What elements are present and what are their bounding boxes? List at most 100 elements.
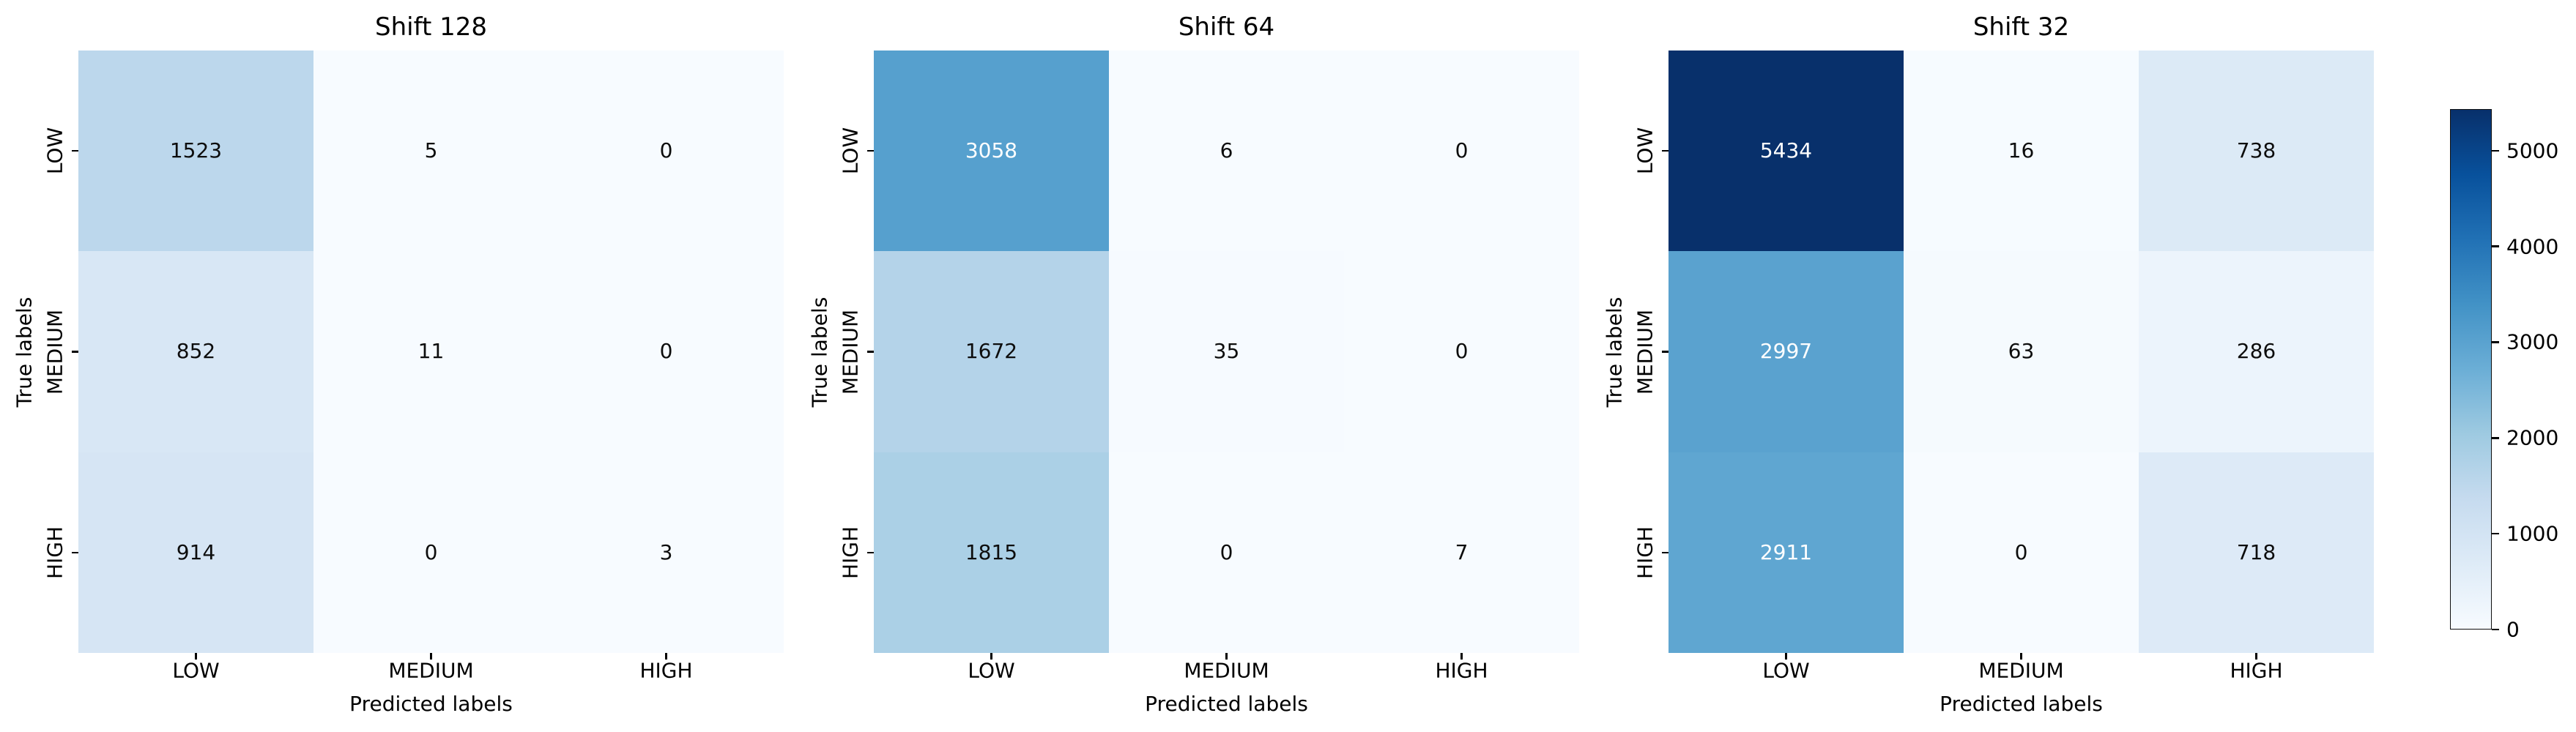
y-tick-mark (867, 551, 874, 554)
x-tick-label: LOW (968, 658, 1015, 683)
x-tick-label: HIGH (1435, 658, 1488, 683)
heatmap-cell: 914 (78, 452, 313, 653)
colorbar-tick-mark (2492, 532, 2499, 535)
x-tick-label: LOW (1762, 658, 1810, 683)
x-tick-mark (1460, 653, 1463, 660)
heatmap-cell: 852 (78, 251, 313, 452)
cell-value: 914 (176, 539, 216, 564)
heatmap-cell: 3 (549, 452, 784, 653)
x-tick-mark (990, 653, 992, 660)
heatmap: 1523 5 0 852 11 0 914 0 3 (78, 51, 784, 653)
panel-title: Shift 128 (375, 12, 487, 42)
cell-value: 1815 (965, 539, 1018, 564)
cell-value: 7 (1455, 539, 1469, 564)
cell-value: 3 (659, 539, 673, 564)
heatmap-cell: 16 (1904, 51, 2139, 252)
cell-value: 0 (2014, 539, 2028, 564)
cell-value: 35 (1213, 339, 1240, 364)
x-tick-mark (1225, 653, 1228, 660)
heatmap-cell: 0 (1344, 51, 1579, 252)
x-axis-label: Predicted labels (349, 692, 513, 716)
x-tick-label: MEDIUM (1978, 658, 2064, 683)
heatmap-cell: 2911 (1669, 452, 1904, 653)
cell-value: 852 (176, 339, 216, 364)
x-tick-mark (1785, 653, 1787, 660)
cell-value: 0 (659, 138, 673, 163)
cell-value: 3058 (965, 138, 1018, 163)
heatmap-cell: 0 (549, 51, 784, 252)
heatmap-cell: 1672 (874, 251, 1109, 452)
heatmap: 5434 16 738 2997 63 286 2911 0 718 (1669, 51, 2374, 653)
x-tick-mark (195, 653, 197, 660)
heatmap-cell: 0 (549, 251, 784, 452)
x-tick-mark (430, 653, 432, 660)
y-tick-mark (867, 351, 874, 353)
y-tick-label: LOW (1633, 127, 1658, 175)
heatmap-cell: 286 (2139, 251, 2374, 452)
cell-value: 11 (417, 339, 445, 364)
heatmap-cell: 1815 (874, 452, 1109, 653)
heatmap: 3058 6 0 1672 35 0 1815 0 7 (874, 51, 1579, 653)
y-tick-mark (1662, 351, 1669, 353)
colorbar-tick-mark (2492, 628, 2499, 631)
heatmap-cell: 0 (1344, 251, 1579, 452)
heatmap-cell: 63 (1904, 251, 2139, 452)
y-tick-mark (1662, 551, 1669, 554)
colorbar-tick-label: 2000 (2506, 425, 2559, 450)
cell-value: 0 (424, 539, 438, 564)
colorbar-tick-label: 3000 (2506, 329, 2559, 354)
y-tick-mark (72, 149, 78, 152)
y-tick-label: MEDIUM (1633, 309, 1658, 395)
cell-value: 0 (659, 339, 673, 364)
cell-value: 0 (1220, 539, 1233, 564)
x-tick-mark (665, 653, 667, 660)
heatmap-cell: 738 (2139, 51, 2374, 252)
heatmap-cell: 1523 (78, 51, 313, 252)
heatmap-cell: 35 (1109, 251, 1344, 452)
x-tick-label: LOW (172, 658, 220, 683)
panel-title: Shift 64 (1178, 12, 1275, 42)
cell-value: 286 (2236, 339, 2276, 364)
cell-value: 2997 (1759, 339, 1813, 364)
cell-value: 738 (2236, 138, 2276, 163)
colorbar-tick-mark (2492, 341, 2499, 343)
x-tick-label: MEDIUM (388, 658, 474, 683)
heatmap-cell: 7 (1344, 452, 1579, 653)
x-tick-mark (2255, 653, 2257, 660)
heatmap-cell: 2997 (1669, 251, 1904, 452)
y-tick-mark (867, 149, 874, 152)
cell-value: 2911 (1759, 539, 1813, 564)
x-tick-label: HIGH (2230, 658, 2283, 683)
x-tick-label: MEDIUM (1184, 658, 1269, 683)
panel-title: Shift 32 (1972, 12, 2070, 42)
cell-value: 5 (424, 138, 438, 163)
colorbar-tick-label: 5000 (2506, 138, 2559, 163)
y-axis-label: True labels (1602, 296, 1627, 407)
heatmap-cell: 718 (2139, 452, 2374, 653)
cell-value: 63 (2008, 339, 2035, 364)
heatmap-cell: 0 (313, 452, 549, 653)
cell-value: 1672 (965, 339, 1018, 364)
cell-value: 0 (1455, 138, 1469, 163)
heatmap-cell: 5 (313, 51, 549, 252)
heatmap-cell: 3058 (874, 51, 1109, 252)
heatmap-cell: 5434 (1669, 51, 1904, 252)
y-tick-mark (72, 351, 78, 353)
cell-value: 5434 (1759, 138, 1813, 163)
colorbar-tick-label: 1000 (2506, 521, 2559, 546)
colorbar-tick-label: 4000 (2506, 234, 2559, 259)
cell-value: 718 (2236, 539, 2276, 564)
y-tick-mark (72, 551, 78, 554)
x-axis-label: Predicted labels (1940, 692, 2103, 716)
colorbar-tick-mark (2492, 149, 2499, 152)
heatmap-cell: 0 (1109, 452, 1344, 653)
cell-value: 6 (1220, 138, 1233, 163)
heatmap-cell: 6 (1109, 51, 1344, 252)
heatmap-cell: 0 (1904, 452, 2139, 653)
cell-value: 16 (2008, 138, 2035, 163)
cell-value: 1523 (169, 138, 223, 163)
cell-value: 0 (1455, 339, 1469, 364)
